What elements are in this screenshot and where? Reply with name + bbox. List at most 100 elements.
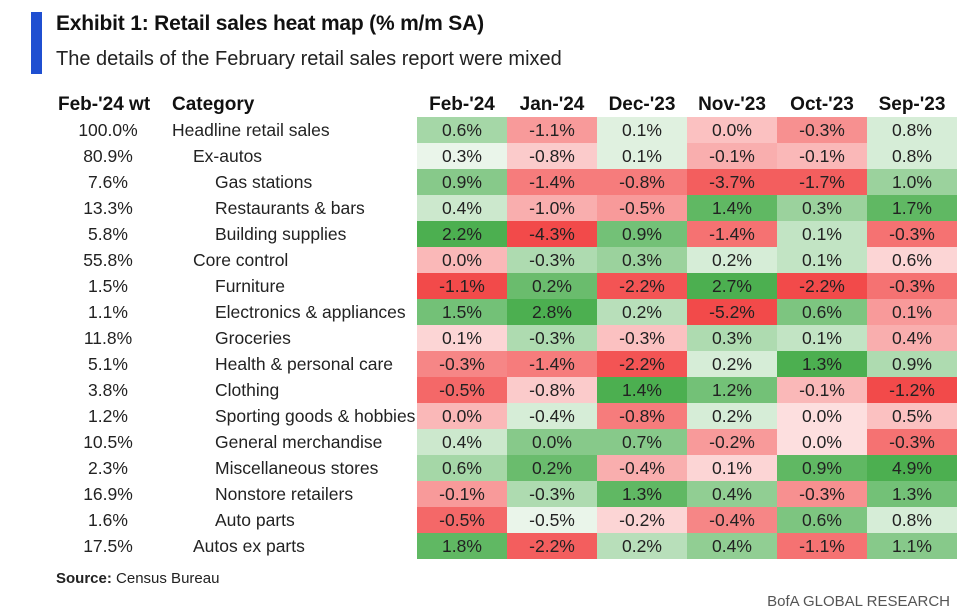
chart-subtitle: The details of the February retail sales… [56, 48, 562, 70]
weight-cell: 1.5% [88, 276, 128, 296]
weight-cell: 1.6% [88, 510, 128, 530]
table-row: 1.5% Furniture -1.1% 0.2% -2.2% 2.7% -2.2% -0.3… [0, 273, 972, 299]
heatmap-cell: -1.2% [867, 377, 957, 403]
heatmap-cell: -0.3% [507, 481, 597, 507]
heatmap-cell: -0.8% [597, 403, 687, 429]
table-row: 1.6% Auto parts -0.5% -0.5% -0.2% -0.4% 0.6% 0.… [0, 507, 972, 533]
heatmap-cell: -1.1% [417, 273, 507, 299]
table-row: 17.5% Autos ex parts 1.8% -2.2% 0.2% 0.4% -1.1… [0, 533, 972, 559]
heatmap-cell: 1.2% [687, 377, 777, 403]
heatmap-cell: -0.3% [777, 117, 867, 143]
heatmap-cell: -0.5% [417, 507, 507, 533]
heatmap-cell: -0.5% [507, 507, 597, 533]
category-cell: Sporting goods & hobbies [215, 406, 416, 426]
table-row: 3.8% Clothing -0.5% -0.8% 1.4% 1.2% -0.1% -1.2% [0, 377, 972, 403]
heatmap-cell: 0.8% [867, 117, 957, 143]
heatmap-cell: 2.8% [507, 299, 597, 325]
weight-cell: 55.8% [83, 250, 133, 270]
heatmap-cell: -0.3% [867, 273, 957, 299]
heatmap-cell: -0.3% [597, 325, 687, 351]
weight-cell: 100.0% [78, 120, 138, 140]
table-row: 10.5% General merchandise 0.4% 0.0% 0.7% -0.2… [0, 429, 972, 455]
heatmap-cell: 0.2% [507, 273, 597, 299]
category-cell: Ex-autos [193, 146, 263, 166]
brand-label: BofA GLOBAL RESEARCH [767, 593, 950, 610]
category-cell: Groceries [215, 328, 291, 348]
heatmap-cell: 0.9% [867, 351, 957, 377]
heatmap-cell: -0.1% [417, 481, 507, 507]
heatmap-cell: -1.7% [777, 169, 867, 195]
category-cell: Miscellaneous stores [215, 458, 379, 478]
heatmap-cell: -5.2% [687, 299, 777, 325]
heatmap-cell: 0.2% [687, 247, 777, 273]
heatmap-cell: -1.4% [507, 169, 597, 195]
weight-cell: 1.1% [88, 302, 128, 322]
month-header: Dec-'23 [608, 94, 676, 115]
heatmap-cell: 0.3% [597, 247, 687, 273]
heatmap-cell: 0.6% [777, 507, 867, 533]
weight-cell: 16.9% [83, 484, 133, 504]
heatmap-cell: 0.1% [777, 247, 867, 273]
heatmap-cell: 0.1% [597, 143, 687, 169]
heatmap-cell: 0.0% [417, 247, 507, 273]
title-accent-bar [31, 12, 42, 74]
category-cell: Nonstore retailers [215, 484, 354, 504]
month-header: Feb-'24 [429, 94, 495, 115]
source-text: Census Bureau [116, 570, 220, 587]
heatmap-cell: 1.3% [867, 481, 957, 507]
category-cell: Furniture [215, 276, 286, 296]
month-header: Nov-'23 [698, 94, 766, 115]
heatmap-cell: 1.7% [867, 195, 957, 221]
heatmap-cell: 1.1% [867, 533, 957, 559]
heatmap-cell: 1.8% [417, 533, 507, 559]
heatmap-cell: 0.8% [867, 143, 957, 169]
heatmap-cell: 1.3% [597, 481, 687, 507]
heatmap-cell: -3.7% [687, 169, 777, 195]
heatmap-cell: 0.9% [777, 455, 867, 481]
heatmap-cell: -2.2% [597, 351, 687, 377]
heatmap-cell: 4.9% [867, 455, 957, 481]
heatmap-cell: 0.0% [687, 117, 777, 143]
weight-cell: 10.5% [83, 432, 133, 452]
heatmap-cell: 0.6% [867, 247, 957, 273]
weight-column-header: Feb-'24 wt [58, 94, 151, 115]
heatmap-cell: 0.7% [597, 429, 687, 455]
heatmap-cell: 0.0% [507, 429, 597, 455]
category-cell: Clothing [215, 380, 280, 400]
heatmap-cell: -0.2% [687, 429, 777, 455]
heatmap-cell: 0.1% [777, 325, 867, 351]
category-cell: Restaurants & bars [215, 198, 365, 218]
heatmap-cell: -0.8% [507, 143, 597, 169]
heatmap-cell: 0.4% [417, 429, 507, 455]
weight-cell: 13.3% [83, 198, 133, 218]
category-cell: General merchandise [215, 432, 383, 452]
category-cell: Autos ex parts [193, 536, 305, 556]
heatmap-cell: -0.3% [417, 351, 507, 377]
category-cell: Electronics & appliances [215, 302, 406, 322]
category-cell: Core control [193, 250, 289, 270]
table-row: 5.1% Health & personal care -0.3% -1.4% -2.2… [0, 351, 972, 377]
heatmap-cell: -2.2% [507, 533, 597, 559]
heatmap-cell: -1.1% [507, 117, 597, 143]
weight-cell: 2.3% [88, 458, 128, 478]
category-cell: Building supplies [215, 224, 347, 244]
category-cell: Auto parts [215, 510, 295, 530]
table-row: 100.0% Headline retail sales 0.6% -1.1% 0.1%… [0, 117, 972, 143]
source-note: Source: Census Bureau [56, 570, 219, 587]
weight-cell: 3.8% [88, 380, 128, 400]
heatmap-cell: -0.8% [597, 169, 687, 195]
heatmap-cell: 0.1% [687, 455, 777, 481]
weight-cell: 5.8% [88, 224, 128, 244]
heatmap-cell: -4.3% [507, 221, 597, 247]
heatmap-cell: 0.1% [777, 221, 867, 247]
heatmap-cell: 0.2% [687, 403, 777, 429]
heatmap-cell: 0.6% [417, 455, 507, 481]
weight-cell: 11.8% [83, 328, 133, 348]
table-row: 13.3% Restaurants & bars 0.4% -1.0% -0.5% 1.4… [0, 195, 972, 221]
heatmap-cell: 1.4% [687, 195, 777, 221]
heatmap-cell: 0.6% [417, 117, 507, 143]
heatmap-cell: 0.6% [777, 299, 867, 325]
heatmap-cell: -0.4% [507, 403, 597, 429]
heatmap-cell: 0.8% [867, 507, 957, 533]
heatmap-cell: 1.0% [867, 169, 957, 195]
